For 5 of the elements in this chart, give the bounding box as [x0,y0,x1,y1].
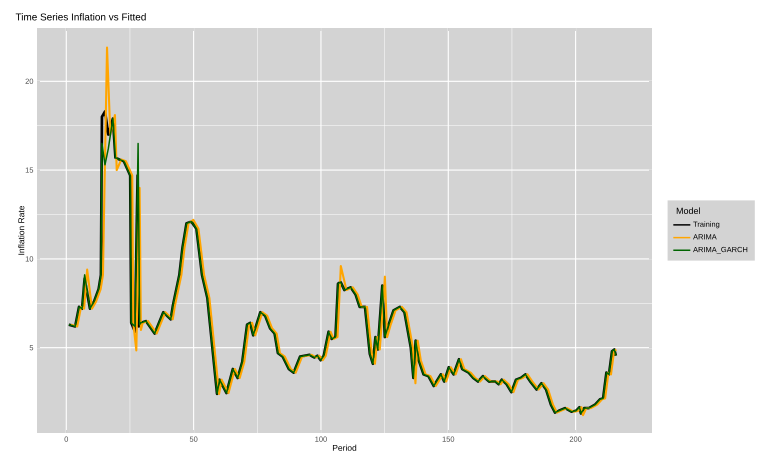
legend-title: Model [676,207,700,214]
x-axis-title: Period [332,444,356,451]
line-series [70,46,618,416]
y-axis-title: Inflation Rate [18,206,24,255]
chart-title: Time Series Inflation vs Fitted [16,13,146,20]
